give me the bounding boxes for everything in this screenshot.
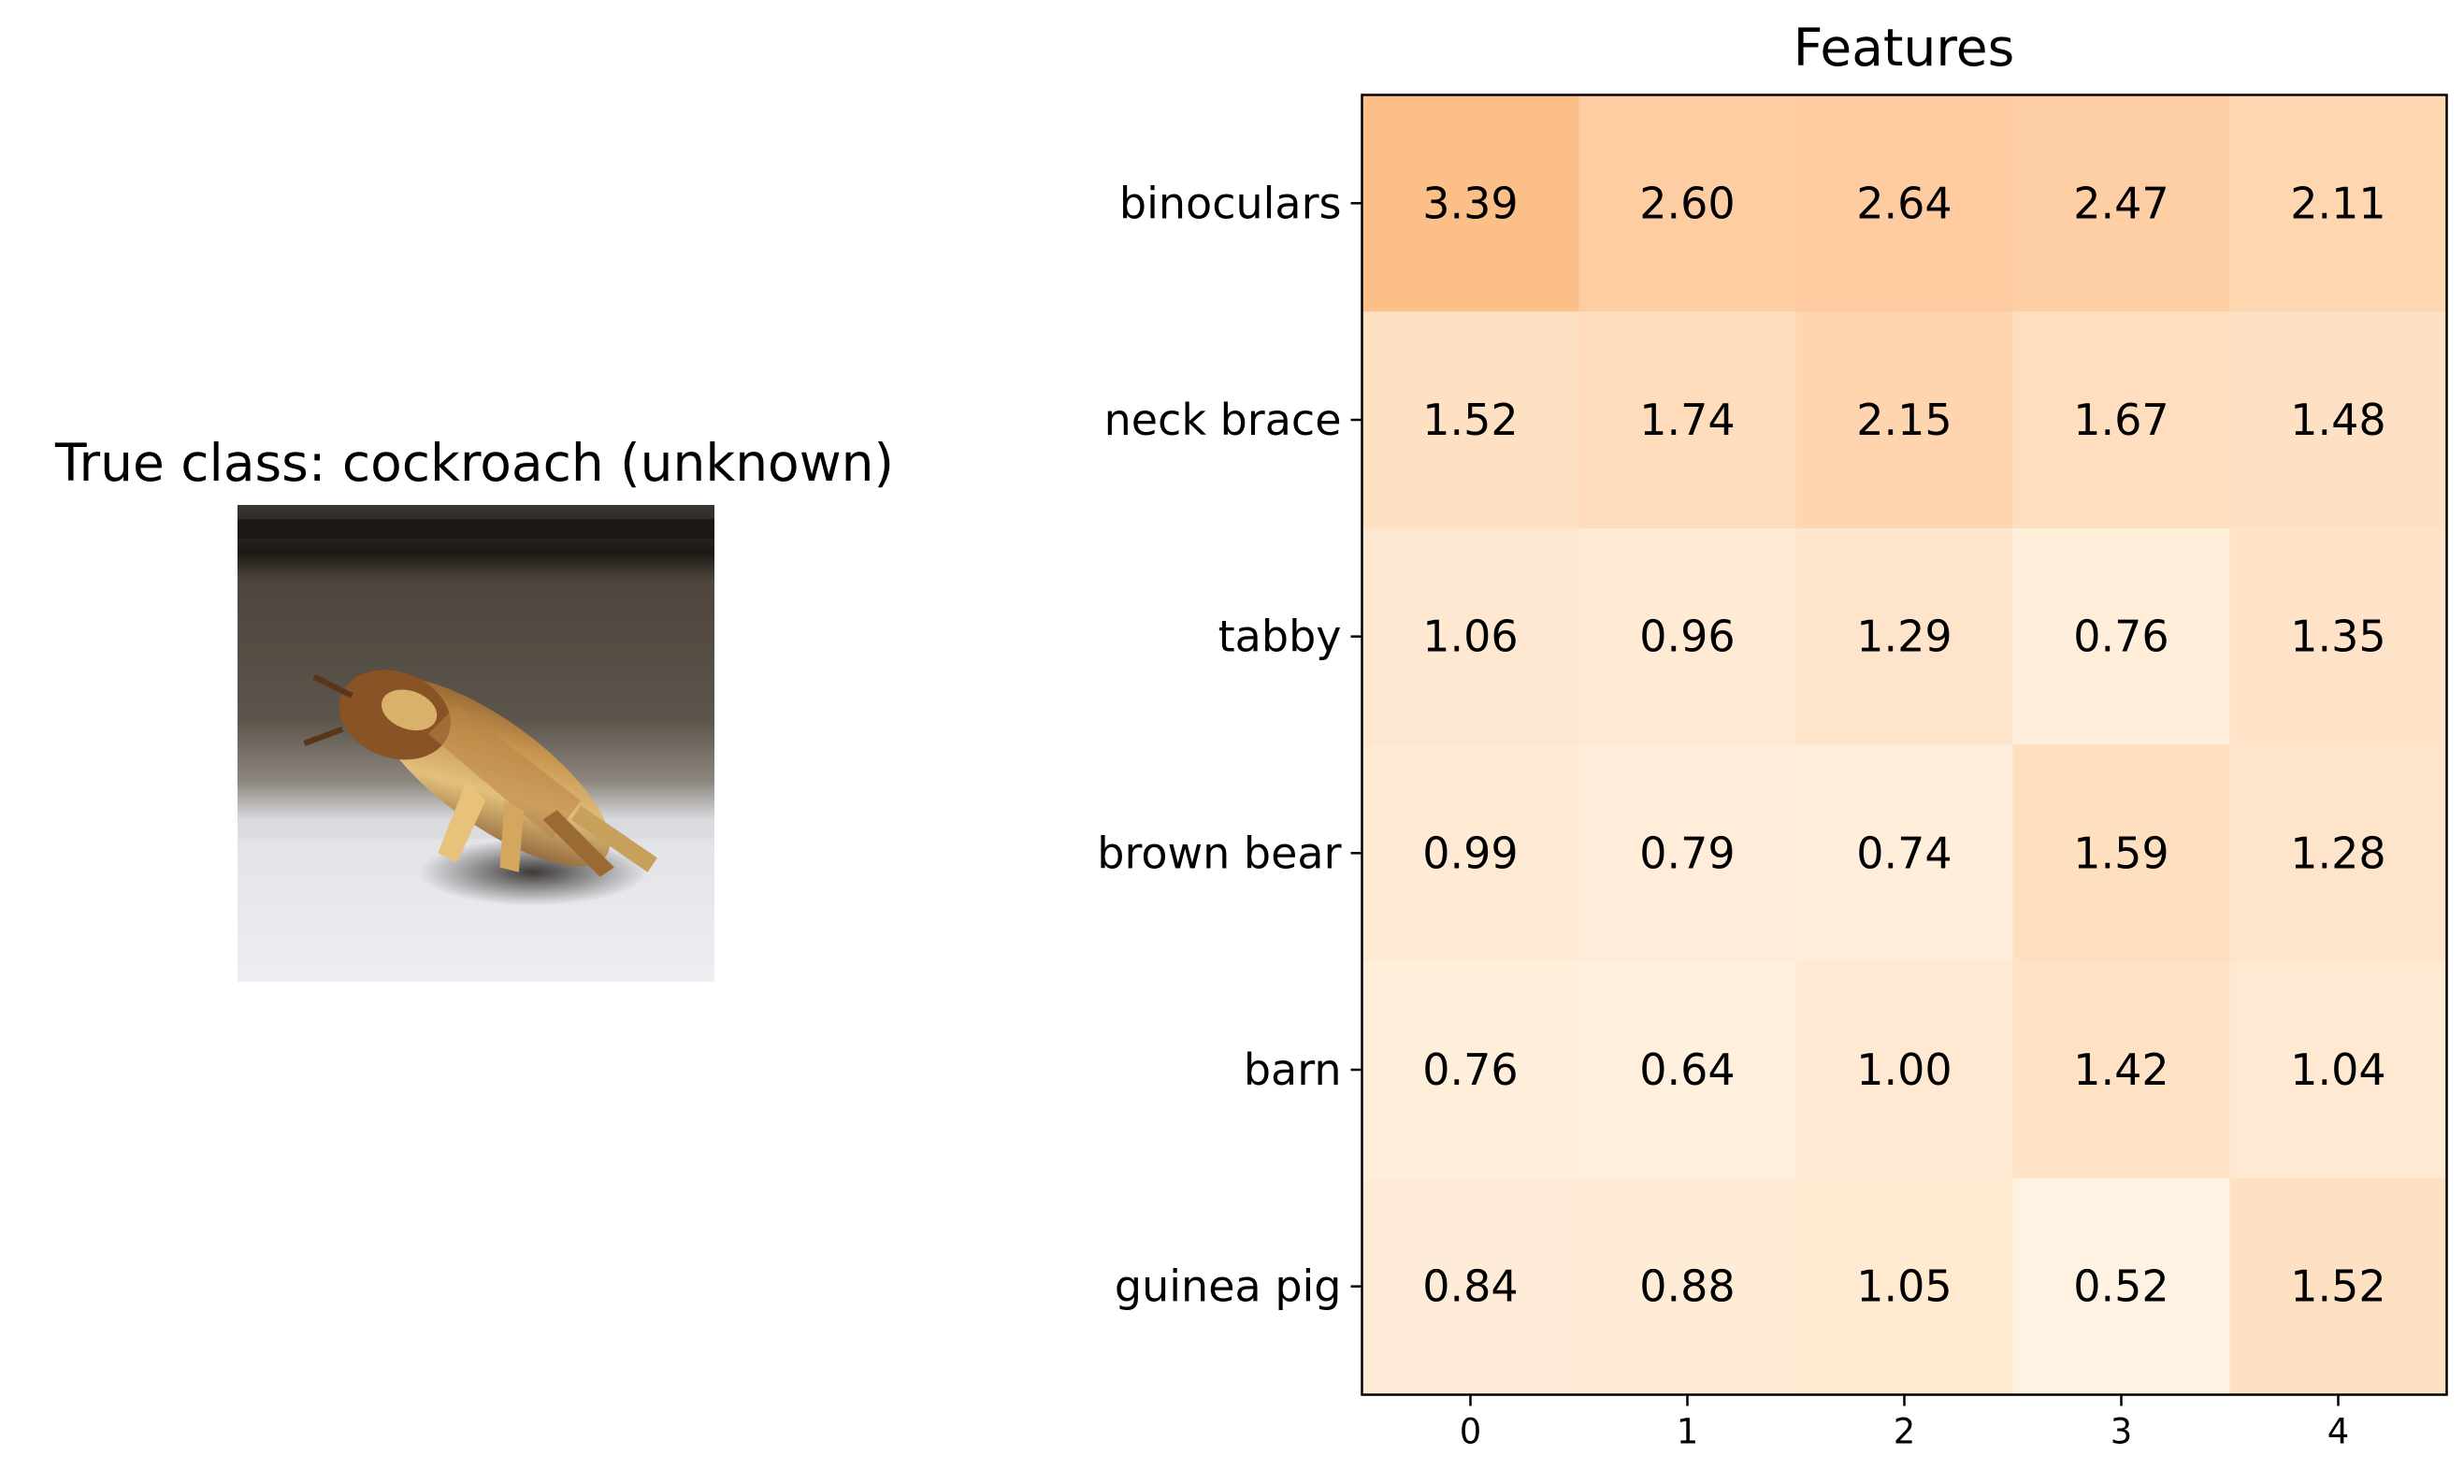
cell-value-label: 2.64 [1856,178,1952,228]
heatmap-cell [2012,94,2231,312]
heatmap-cell [2229,94,2448,312]
image-title: True class: cockroach (unknown) [55,433,894,493]
heatmap-cell [1578,527,1797,746]
x-tick-label: 3 [2111,1412,2133,1452]
heatmap-cell [1795,961,2014,1179]
heatmap-cell [1362,961,1580,1179]
heatmap-cell [1362,311,1580,529]
heatmap-cell [2012,1177,2231,1396]
x-tick-label: 0 [1460,1412,1482,1452]
cell-value-label: 0.52 [2073,1261,2169,1312]
cell-value-label: 2.15 [1856,395,1952,445]
heatmap-cell [1578,961,1797,1179]
cell-value-label: 1.42 [2073,1045,2169,1095]
cell-value-label: 1.05 [1856,1261,1952,1312]
heatmap-cell [1795,94,2014,312]
x-tick-label: 4 [2327,1412,2350,1452]
sample-image-cockroach [238,505,714,982]
heatmap-cell [2229,311,2448,529]
cell-value-label: 1.00 [1856,1045,1952,1095]
x-axis: 0 1 2 3 4 [1460,1394,2350,1452]
chart-title: Features [1794,18,2015,78]
heatmap-cell [2012,961,2231,1179]
cell-value-label: 1.29 [1856,612,1952,662]
y-tick-label: neck brace [1104,395,1342,445]
cell-value-label: 2.11 [2290,178,2385,228]
y-tick-label: barn [1244,1045,1342,1095]
heatmap-cell [1578,311,1797,529]
heatmap-cell [1362,527,1580,746]
cell-value-label: 0.76 [2073,612,2169,662]
heatmap-cell [1795,311,2014,529]
cell-value-label: 1.52 [2290,1261,2385,1312]
heatmap-cell [2012,744,2231,962]
cell-value-label: 0.79 [1639,828,1735,878]
cell-value-label: 1.74 [1639,395,1735,445]
cell-value-label: 2.47 [2073,178,2169,228]
heatmap-cell [2229,527,2448,746]
heatmap-cell [1578,744,1797,962]
y-tick-label: tabby [1218,612,1342,662]
cell-value-label: 3.39 [1422,178,1518,228]
x-tick-label: 2 [1894,1412,1916,1452]
y-tick-label: guinea pig [1115,1261,1342,1312]
y-axis: binoculars neck brace tabby brown bear barn g… [1097,178,1362,1312]
cell-value-label: 1.35 [2290,612,2385,662]
heatmap-cell-labels: 3.39 2.60 2.64 2.47 2.11 1.52 1.74 2.15 1.67 1.48… [1422,178,2385,1311]
cell-value-label: 1.52 [1422,395,1518,445]
cell-value-label: 1.67 [2073,395,2169,445]
heatmap-cell [2229,961,2448,1179]
cell-value-label: 0.96 [1639,612,1735,662]
cell-value-label: 0.99 [1422,828,1518,878]
heatmap-cell [1362,744,1580,962]
y-tick-label: binoculars [1119,178,1342,228]
y-tick-label: brown bear [1097,828,1341,878]
heatmap-cell [1795,1177,2014,1396]
cell-value-label: 1.59 [2073,828,2169,878]
heatmap-cell [1362,1177,1580,1396]
cell-value-label: 0.84 [1422,1261,1518,1312]
heatmap-cell [2012,527,2231,746]
cell-value-label: 1.28 [2290,828,2385,878]
heatmap-cell [1362,94,1580,312]
cell-value-label: 1.04 [2290,1045,2385,1095]
heatmap-cell [2229,1177,2448,1396]
cell-value-label: 1.06 [1422,612,1518,662]
cell-value-label: 2.60 [1639,178,1735,228]
cell-value-label: 0.74 [1856,828,1952,878]
cell-value-label: 1.48 [2290,395,2385,445]
cell-value-label: 0.64 [1639,1045,1735,1095]
heatmap-cell [1795,527,2014,746]
heatmap-cell [2229,744,2448,962]
heatmap-cell [1795,744,2014,962]
cell-value-label: 0.88 [1639,1261,1735,1312]
cell-value-label: 0.76 [1422,1045,1518,1095]
x-tick-label: 1 [1677,1412,1699,1452]
heatmap-cell [2012,311,2231,529]
heatmap-cell [1578,1177,1797,1396]
heatmap-cells [1362,94,2448,1396]
heatmap-cell [1578,94,1797,312]
